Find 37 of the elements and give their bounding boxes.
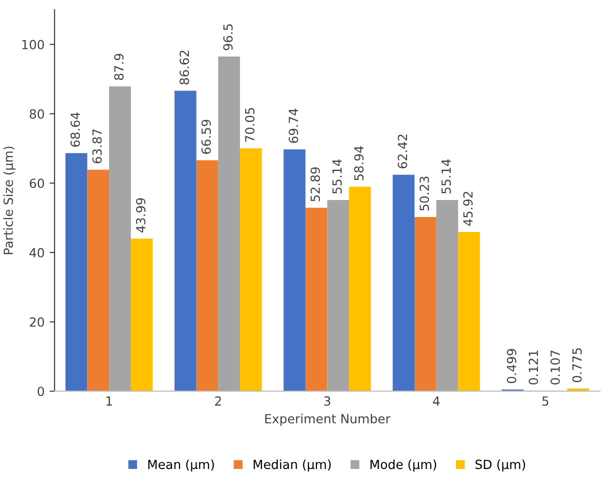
x-tick-label: 3 bbox=[324, 396, 330, 406]
data-label: 62.42 bbox=[398, 134, 408, 168]
data-label: 69.74 bbox=[288, 108, 298, 143]
y-tick-label: 80 bbox=[30, 109, 44, 119]
data-label: 52.89 bbox=[310, 167, 320, 202]
data-label: 45.92 bbox=[463, 192, 473, 226]
y-tick-label: 0 bbox=[38, 386, 44, 396]
legend-label: Median (µm) bbox=[254, 459, 331, 472]
y-tick-label: 40 bbox=[30, 248, 44, 258]
data-label: 0.499 bbox=[506, 349, 516, 384]
y-tick-label: 20 bbox=[30, 317, 44, 327]
data-label: 0.775 bbox=[572, 348, 582, 382]
data-label: 87.9 bbox=[114, 54, 124, 80]
x-tick-label: 4 bbox=[432, 396, 440, 406]
data-label: 0.121 bbox=[528, 350, 538, 384]
data-label: 58.94 bbox=[354, 146, 364, 180]
x-tick-label: 1 bbox=[106, 396, 112, 406]
data-label: 68.64 bbox=[70, 112, 80, 147]
data-label: 0.107 bbox=[550, 350, 560, 384]
data-label: 50.23 bbox=[420, 176, 430, 210]
y-tick-label: 60 bbox=[30, 178, 44, 188]
data-label: 96.5 bbox=[223, 24, 233, 50]
y-axis-title: Particle Size (µm) bbox=[3, 146, 16, 254]
data-label: 70.05 bbox=[245, 108, 255, 142]
data-label: 43.99 bbox=[136, 198, 146, 232]
legend-label: Mode (µm) bbox=[370, 459, 436, 472]
data-label: 66.59 bbox=[201, 120, 211, 154]
y-tick-label: 100 bbox=[22, 40, 44, 50]
data-label: 86.62 bbox=[180, 50, 190, 84]
data-label: 55.14 bbox=[442, 159, 451, 194]
data-label: 55.14 bbox=[332, 159, 342, 194]
legend-label: SD (µm) bbox=[476, 459, 526, 472]
legend-label: Mean (µm) bbox=[148, 459, 214, 472]
x-axis-title: Experiment Number bbox=[265, 414, 390, 426]
x-tick-label: 2 bbox=[215, 396, 221, 406]
data-label: 63.87 bbox=[92, 129, 102, 164]
x-tick-label: 5 bbox=[542, 396, 548, 406]
